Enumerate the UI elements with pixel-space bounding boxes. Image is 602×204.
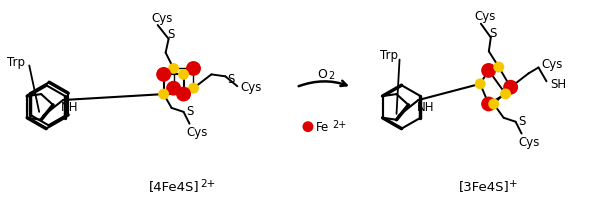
Circle shape — [493, 62, 504, 73]
Circle shape — [475, 79, 486, 90]
Text: Cys: Cys — [151, 12, 172, 24]
Text: Trp: Trp — [7, 56, 25, 69]
Text: 2: 2 — [328, 71, 334, 81]
Text: Cys: Cys — [542, 58, 563, 71]
Circle shape — [156, 68, 171, 82]
Circle shape — [503, 80, 518, 95]
Text: Cys: Cys — [241, 80, 262, 93]
Circle shape — [178, 70, 189, 80]
Text: Cys: Cys — [519, 135, 540, 148]
Circle shape — [168, 64, 179, 74]
Circle shape — [481, 97, 496, 112]
Text: Cys: Cys — [187, 125, 208, 138]
Circle shape — [166, 81, 181, 96]
Text: S: S — [167, 28, 175, 41]
Circle shape — [302, 122, 314, 132]
Text: Trp: Trp — [380, 49, 398, 62]
Text: 2+: 2+ — [200, 178, 216, 188]
Circle shape — [500, 89, 511, 100]
Text: [3Fe4S]: [3Fe4S] — [459, 180, 510, 192]
Text: O: O — [317, 68, 327, 81]
Circle shape — [481, 64, 496, 79]
Text: S: S — [228, 72, 235, 85]
Text: NH: NH — [61, 101, 78, 114]
Text: SH: SH — [550, 77, 566, 90]
Text: S: S — [518, 115, 526, 128]
Text: NH: NH — [417, 101, 434, 114]
Circle shape — [158, 89, 169, 100]
Text: 2+: 2+ — [332, 119, 346, 129]
Text: S: S — [489, 27, 497, 40]
Text: Fe: Fe — [316, 121, 329, 133]
Circle shape — [176, 87, 191, 102]
Text: +: + — [509, 178, 518, 188]
Circle shape — [186, 62, 201, 76]
Circle shape — [488, 99, 499, 110]
Text: S: S — [186, 105, 193, 118]
Text: Cys: Cys — [474, 10, 495, 23]
Circle shape — [188, 83, 199, 94]
Text: [4Fe4S]: [4Fe4S] — [149, 180, 199, 192]
